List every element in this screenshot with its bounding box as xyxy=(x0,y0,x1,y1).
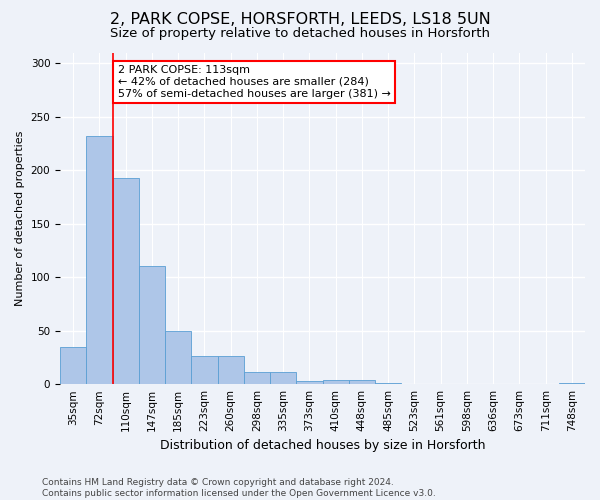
Bar xyxy=(375,383,401,384)
Text: 2, PARK COPSE, HORSFORTH, LEEDS, LS18 5UN: 2, PARK COPSE, HORSFORTH, LEEDS, LS18 5U… xyxy=(110,12,490,28)
Bar xyxy=(60,346,86,384)
Bar xyxy=(244,372,270,384)
Bar xyxy=(218,356,244,384)
Y-axis label: Number of detached properties: Number of detached properties xyxy=(15,130,25,306)
Text: Size of property relative to detached houses in Horsforth: Size of property relative to detached ho… xyxy=(110,26,490,40)
Bar xyxy=(165,330,191,384)
Bar xyxy=(191,356,218,384)
Bar xyxy=(113,178,139,384)
Bar xyxy=(349,380,375,384)
Bar xyxy=(296,381,323,384)
Text: Contains HM Land Registry data © Crown copyright and database right 2024.
Contai: Contains HM Land Registry data © Crown c… xyxy=(42,478,436,498)
Bar xyxy=(323,380,349,384)
Text: 2 PARK COPSE: 113sqm
← 42% of detached houses are smaller (284)
57% of semi-deta: 2 PARK COPSE: 113sqm ← 42% of detached h… xyxy=(118,66,391,98)
Bar xyxy=(86,136,113,384)
Bar xyxy=(139,266,165,384)
Bar xyxy=(270,372,296,384)
X-axis label: Distribution of detached houses by size in Horsforth: Distribution of detached houses by size … xyxy=(160,440,485,452)
Bar xyxy=(559,383,585,384)
